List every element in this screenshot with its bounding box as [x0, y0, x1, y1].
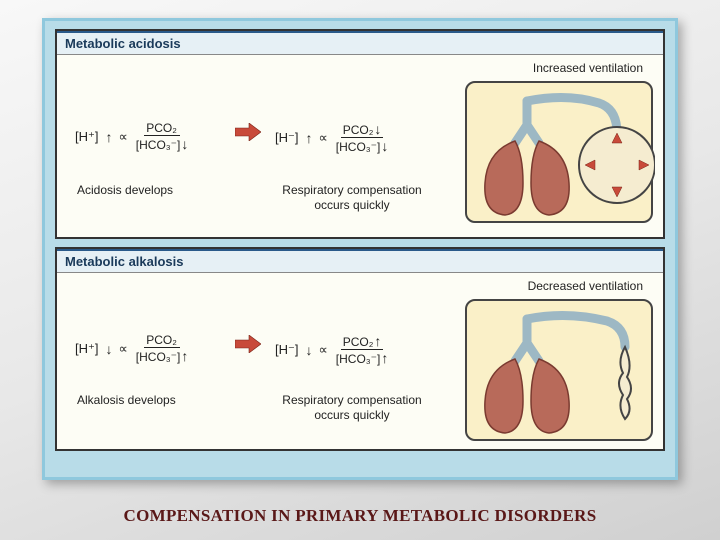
- fraction: PCO₂↓ [HCO₃⁻]↓: [334, 121, 391, 154]
- h-ion: [H⁺]: [75, 341, 98, 357]
- page-title: COMPENSATION IN PRIMARY METABOLIC DISORD…: [0, 506, 720, 526]
- panel-header-alkalosis: Metabolic alkalosis: [57, 249, 663, 273]
- formula-acidosis-2: [H⁻] ↑ ∝ PCO₂↓ [HCO₃⁻]↓: [275, 121, 390, 154]
- proportional-sym: ∝: [118, 341, 127, 357]
- ventilation-illustration-decreased: [465, 299, 653, 441]
- proportional-sym: ∝: [318, 130, 327, 146]
- h-ion: [H⁻]: [275, 130, 298, 146]
- dir-up-icon: ↑: [305, 130, 312, 146]
- panel-body-alkalosis: Decreased ventilation [H⁺] ↓ ∝ PCO₂ [HCO₃…: [57, 273, 663, 449]
- formula-alkalosis-2: [H⁻] ↓ ∝ PCO₂↑ [HCO₃⁻]↑: [275, 333, 390, 366]
- formula-acidosis-1: [H⁺] ↑ ∝ PCO₂ [HCO₃⁻]↓: [75, 121, 190, 152]
- proportional-sym: ∝: [318, 342, 327, 358]
- ventilation-label-acidosis: Increased ventilation: [533, 61, 643, 75]
- panel-alkalosis: Metabolic alkalosis Decreased ventilatio…: [55, 247, 665, 451]
- dir-down-icon: ↓: [305, 342, 312, 358]
- panel-acidosis: Metabolic acidosis Increased ventilation…: [55, 29, 665, 239]
- ventilation-label-alkalosis: Decreased ventilation: [528, 279, 643, 293]
- h-ion: [H⁻]: [275, 342, 298, 358]
- dir-up-icon: ↑: [105, 129, 112, 145]
- arrow-right-icon: [235, 123, 261, 141]
- dir-down-icon: ↓: [105, 341, 112, 357]
- diagram-frame: Metabolic acidosis Increased ventilation…: [42, 18, 678, 480]
- fraction: PCO₂ [HCO₃⁻]↓: [134, 121, 191, 152]
- caption-acidosis-left: Acidosis develops: [77, 183, 207, 198]
- fraction: PCO₂↑ [HCO₃⁻]↑: [334, 333, 391, 366]
- fraction: PCO₂ [HCO₃⁻]↑: [134, 333, 191, 364]
- formula-alkalosis-1: [H⁺] ↓ ∝ PCO₂ [HCO₃⁻]↑: [75, 333, 190, 364]
- caption-acidosis-right: Respiratory compensationoccurs quickly: [267, 183, 437, 213]
- lungs-icon: [467, 83, 655, 225]
- panel-header-acidosis: Metabolic acidosis: [57, 31, 663, 55]
- caption-alkalosis-left: Alkalosis develops: [77, 393, 207, 408]
- caption-alkalosis-right: Respiratory compensationoccurs quickly: [267, 393, 437, 423]
- lungs-icon: [467, 301, 655, 443]
- proportional-sym: ∝: [118, 129, 127, 145]
- h-ion: [H⁺]: [75, 129, 98, 145]
- ventilation-illustration-increased: [465, 81, 653, 223]
- arrow-right-icon: [235, 335, 261, 353]
- panel-body-acidosis: Increased ventilation [H⁺] ↑ ∝ PCO₂ [HCO₃…: [57, 55, 663, 237]
